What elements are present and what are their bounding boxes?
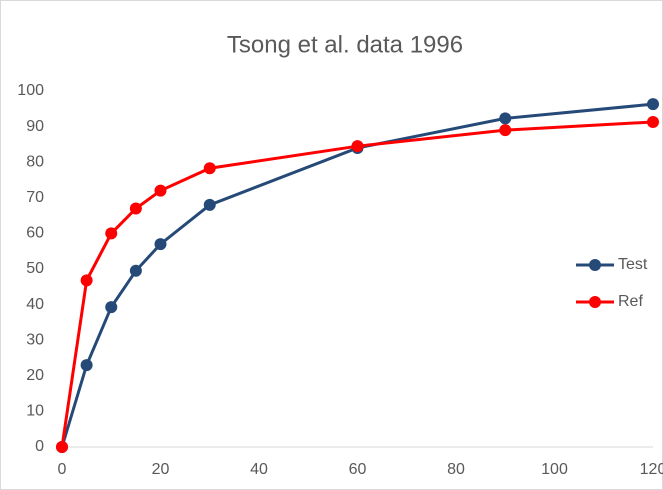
- data-point: [203, 162, 216, 175]
- y-tick-label: 90: [26, 118, 44, 135]
- x-tick-label: 0: [58, 461, 67, 478]
- data-point: [56, 441, 68, 453]
- data-point: [154, 238, 167, 251]
- data-point: [129, 264, 142, 277]
- data-point: [499, 112, 512, 125]
- legend-marker: [589, 296, 601, 308]
- x-tick-label: 120: [640, 461, 663, 478]
- y-tick-label: 10: [26, 403, 44, 420]
- legend-marker: [589, 259, 601, 271]
- x-tick-label: 100: [541, 461, 568, 478]
- data-point: [203, 198, 216, 211]
- data-point: [154, 184, 167, 197]
- legend-label: Test: [618, 256, 648, 273]
- y-tick-label: 80: [26, 153, 44, 170]
- y-tick-label: 70: [26, 189, 44, 206]
- y-tick-label: 100: [17, 82, 44, 99]
- x-tick-label: 60: [349, 461, 367, 478]
- x-tick-label: 80: [447, 461, 465, 478]
- data-point: [105, 301, 118, 314]
- data-point: [647, 115, 659, 128]
- x-tick-label: 20: [152, 461, 170, 478]
- y-tick-label: 50: [26, 260, 44, 277]
- x-tick-label: 40: [250, 461, 268, 478]
- y-tick-label: 0: [35, 438, 44, 455]
- y-tick-label: 40: [26, 296, 44, 313]
- data-point: [105, 227, 118, 240]
- data-point: [129, 202, 142, 215]
- data-point: [647, 98, 659, 111]
- data-point: [499, 124, 512, 137]
- chart-title: Tsong et al. data 1996: [227, 31, 463, 58]
- data-point: [80, 274, 93, 287]
- y-tick-label: 60: [26, 225, 44, 242]
- legend-label: Ref: [618, 293, 643, 310]
- data-point: [80, 359, 93, 372]
- y-tick-label: 20: [26, 367, 44, 384]
- y-tick-label: 30: [26, 331, 44, 348]
- data-point: [351, 140, 364, 153]
